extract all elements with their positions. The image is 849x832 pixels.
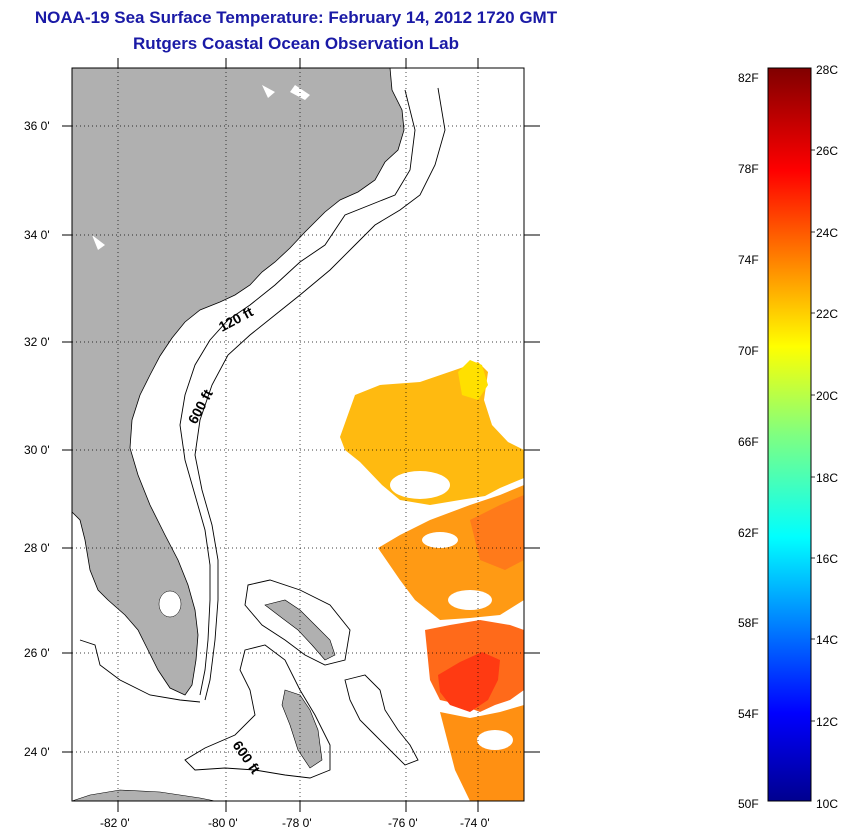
colorbar-c-label: 10C [816,797,838,811]
sst-yellow-patch [458,360,488,400]
land-andros [281,689,323,769]
lake [92,235,105,250]
cloud-gap [448,590,492,610]
lat-tick-label: 26 0' [24,646,50,660]
colorbar-f-label: 54F [738,707,759,721]
colorbar-f-label: 58F [738,616,759,630]
lon-tick-label: -74 0' [460,816,490,830]
axis-ticks [62,58,540,812]
colorbar-c-label: 12C [816,715,838,729]
contour-bahamas-outer [244,579,351,666]
colorbar-f-label: 70F [738,344,759,358]
lat-tick-label: 34 0' [24,228,50,242]
colorbar-c-label: 26C [816,144,838,158]
colorbar-f-label: 74F [738,253,759,267]
sst-data-layer [340,360,524,801]
colorbar-f-label: 82F [738,71,759,85]
contour-bahamas-south [184,644,331,779]
lon-tick-label: -76 0' [388,816,418,830]
contour-keys [79,639,201,703]
cloud-gap [422,532,458,548]
bathymetry-contours [79,87,446,779]
colorbar-c-label: 28C [816,63,838,77]
colorbar-gradient [767,67,812,802]
lake-okeechobee [158,590,182,618]
colorbar-f-label: 66F [738,435,759,449]
colorbar-f-label: 78F [738,162,759,176]
sst-swath-mid-dark [470,495,524,570]
map-subtitle: Rutgers Coastal Ocean Observation Lab [133,34,459,53]
colorbar-c-label: 18C [816,471,838,485]
lon-tick-label: -80 0' [208,816,238,830]
lat-tick-label: 36 0' [24,119,50,133]
graticule [72,68,524,801]
lon-tick-label: -78 0' [282,816,312,830]
colorbar-ticks [811,149,815,722]
colorbar-c-label: 22C [816,307,838,321]
contour-600ft [194,87,446,701]
sound-area [262,85,275,98]
colorbar-f-label: 62F [738,526,759,540]
lon-tick-label: -82 0' [100,816,130,830]
land-bahamas [264,599,336,661]
sst-warm-core [438,652,500,712]
cloud-gap [390,471,450,499]
sst-swath-tail [440,705,524,801]
cloud-gap [477,730,513,750]
colorbar-c-label: 20C [816,389,838,403]
colorbar-f-label: 50F [738,797,759,811]
lat-tick-label: 24 0' [24,745,50,759]
colorbar-c-label: 14C [816,633,838,647]
colorbar-c-label: 16C [816,552,838,566]
lat-tick-label: 28 0' [24,541,50,555]
land-us-east-coast [71,67,405,696]
contour-bahamas-east [344,674,419,766]
colorbar-c-label: 24C [816,226,838,240]
contour-120ft [179,89,416,696]
lat-tick-label: 32 0' [24,335,50,349]
lat-tick-label: 30 0' [24,443,50,457]
map-title: NOAA-19 Sea Surface Temperature: Februar… [34,8,558,27]
sst-map: 120 ft 600 ft 600 ft 36 0' 34 0' 32 0' [24,58,540,830]
